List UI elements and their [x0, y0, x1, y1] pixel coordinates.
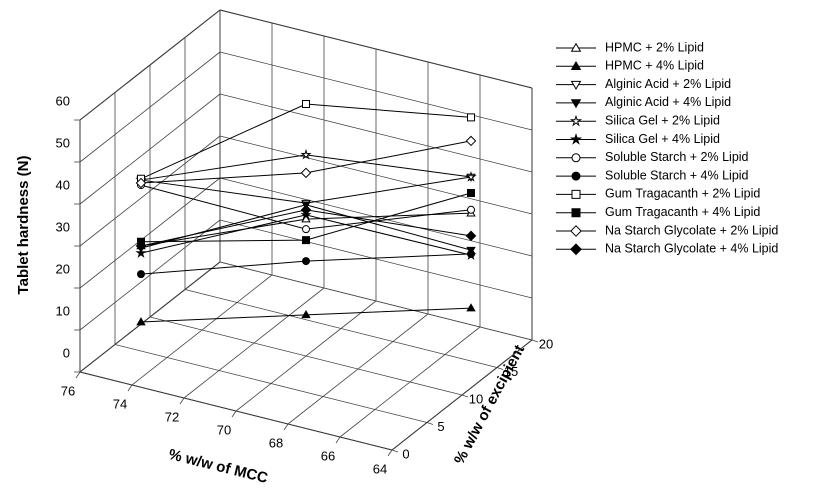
marker — [302, 257, 310, 266]
tick-mark — [231, 410, 237, 418]
z-tick-label: 30 — [56, 219, 70, 234]
tick-mark — [391, 449, 399, 453]
marker — [465, 135, 477, 147]
z-tick-label: 20 — [56, 261, 70, 276]
grid-line — [184, 289, 498, 368]
legend-label: Silica Gel + 2% Lipid — [605, 113, 720, 127]
z-tick-label: 50 — [56, 135, 70, 150]
legend-marker — [571, 153, 581, 163]
marker — [136, 317, 146, 326]
x-tick-label: 64 — [373, 461, 387, 476]
z-tick-label: 0 — [63, 345, 70, 360]
legend-marker — [570, 80, 582, 90]
y-tick-label: 15 — [504, 364, 518, 379]
y-tick-label: 0 — [402, 446, 409, 461]
tick-mark — [75, 371, 81, 379]
legend-label: Na Starch Glycolate + 2% Lipid — [605, 223, 778, 237]
legend-label: Gum Tragacanth + 4% Lipid — [605, 205, 760, 219]
x-tick-label: 68 — [269, 435, 283, 450]
legend-marker — [570, 225, 582, 237]
marker — [467, 249, 475, 258]
grid-line — [79, 219, 221, 331]
marker — [302, 100, 310, 108]
marker — [465, 171, 477, 182]
grid-line — [79, 51, 221, 163]
tick-mark — [179, 397, 185, 405]
grid-line — [219, 135, 533, 215]
legend-label: Soluble Starch + 4% Lipid — [605, 168, 749, 182]
legend-label: Alginic Acid + 2% Lipid — [605, 77, 731, 91]
grid-line — [149, 316, 463, 396]
tick-mark — [283, 423, 289, 431]
marker — [465, 230, 477, 242]
marker — [135, 247, 147, 258]
marker — [300, 204, 312, 216]
grid-line — [79, 9, 221, 121]
tick-mark — [335, 436, 341, 444]
y-tick-label: 20 — [539, 336, 553, 351]
marker — [466, 303, 476, 312]
legend-marker — [571, 208, 581, 218]
z-axis-label: Tablet hardness (N) — [15, 156, 32, 295]
tick-mark — [127, 384, 133, 392]
grid-line — [79, 261, 221, 373]
legend-marker — [570, 42, 582, 52]
tick-mark — [387, 449, 393, 457]
grid-line — [219, 9, 533, 89]
marker — [302, 225, 310, 234]
legend-marker — [571, 189, 581, 199]
x-tick-label: 66 — [321, 448, 335, 463]
x-tick-label: 76 — [61, 383, 75, 398]
marker — [300, 148, 312, 160]
grid-line — [219, 219, 533, 299]
z-tick-label: 40 — [56, 177, 70, 192]
marker — [467, 113, 475, 122]
tick-mark — [496, 367, 504, 370]
marker — [301, 309, 311, 319]
legend-label: Na Starch Glycolate + 4% Lipid — [605, 242, 778, 256]
marker — [467, 189, 475, 197]
grid-line — [79, 177, 221, 289]
x-tick-label: 70 — [217, 422, 231, 437]
grid-line — [219, 93, 533, 173]
legend-label: Soluble Starch + 2% Lipid — [605, 150, 749, 164]
marker — [137, 270, 145, 279]
grid-line — [79, 93, 221, 205]
legend-label: Alginic Acid + 4% Lipid — [605, 95, 731, 109]
grid-line — [219, 261, 533, 341]
grid-line — [114, 344, 428, 423]
grid-line — [79, 135, 221, 247]
marker — [467, 205, 475, 214]
x-tick-label: 74 — [113, 396, 127, 411]
legend-marker — [569, 114, 583, 127]
y-axis-label: % w/w of excipient — [451, 342, 528, 467]
legend-label: Silica Gel + 4% Lipid — [605, 132, 720, 146]
legend-marker — [571, 171, 581, 181]
tick-mark — [461, 394, 469, 398]
marker — [135, 240, 147, 252]
x-axis-label: % w/w of MCC — [167, 446, 270, 487]
y-tick-label: 10 — [469, 391, 483, 406]
tick-mark — [426, 422, 434, 425]
grid-line — [219, 51, 533, 131]
legend-marker — [570, 99, 582, 109]
x-tick-label: 72 — [165, 409, 179, 424]
legend-label: HPMC + 2% Lipid — [605, 40, 704, 54]
legend-label: Gum Tragacanth + 2% Lipid — [605, 187, 760, 201]
marker — [300, 167, 312, 179]
marker — [135, 177, 147, 189]
legend-marker — [570, 243, 582, 256]
y-tick-label: 5 — [437, 419, 444, 434]
legend-marker — [570, 60, 582, 70]
legend-label: HPMC + 4% Lipid — [605, 59, 704, 73]
z-tick-label: 10 — [56, 303, 70, 318]
legend-marker — [569, 133, 583, 145]
tick-mark — [531, 339, 539, 343]
marker — [302, 236, 310, 245]
z-tick-label: 60 — [56, 93, 70, 108]
marker — [301, 214, 311, 223]
